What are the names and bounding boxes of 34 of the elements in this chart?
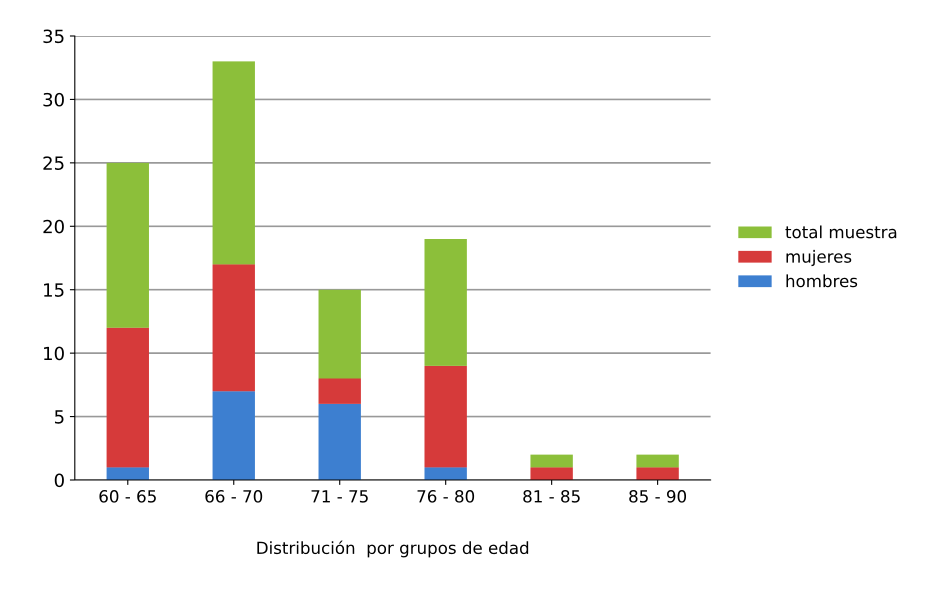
bar <box>424 467 467 480</box>
bar <box>530 467 573 480</box>
bar <box>530 454 573 468</box>
bar <box>318 378 361 404</box>
y-tick-label: 20 <box>43 220 64 234</box>
x-tick-label: 81 - 85 <box>523 490 580 503</box>
bar <box>636 454 679 468</box>
bar <box>212 61 255 264</box>
x-tick-label: 85 - 90 <box>629 490 686 503</box>
y-tick-label: 5 <box>54 410 64 424</box>
legend-label: mujeres <box>786 250 852 266</box>
x-tick-label: 60 - 65 <box>99 490 156 503</box>
bar <box>318 290 361 379</box>
y-tick-label: 30 <box>43 92 64 107</box>
bar <box>636 467 679 480</box>
y-tick-label: 10 <box>44 346 64 360</box>
x-tick-label: 66 - 70 <box>205 490 262 503</box>
bar <box>106 467 149 480</box>
bar <box>424 366 467 468</box>
bar <box>318 404 361 480</box>
x-tick-label: 76 - 80 <box>418 490 474 503</box>
y-tick-label: 15 <box>44 283 64 297</box>
bar <box>212 391 255 480</box>
x-axis-title: Distribución por grupos de edad <box>257 540 528 558</box>
legend-label: total muestra <box>785 225 896 238</box>
y-tick-label: 0 <box>54 473 64 488</box>
x-tick-label: 71 - 75 <box>312 490 368 503</box>
y-tick-label: 25 <box>43 156 64 170</box>
y-tick-label: 35 <box>43 29 64 44</box>
bar <box>106 162 149 328</box>
bar <box>212 264 255 392</box>
bar <box>106 328 149 468</box>
bar <box>424 238 467 366</box>
legend-label: hombres <box>786 274 858 288</box>
